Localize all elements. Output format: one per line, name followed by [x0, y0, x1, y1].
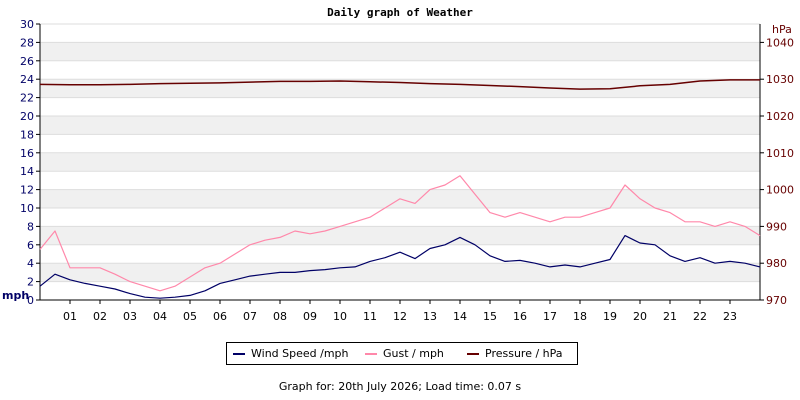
x-tick-label: 10 [333, 310, 347, 323]
x-tick-label: 15 [483, 310, 497, 323]
legend-label-pressure: Pressure / hPa [485, 347, 563, 360]
x-tick-label: 04 [153, 310, 167, 323]
y-left-tick-label: 26 [20, 55, 34, 68]
legend-swatch-wind [233, 353, 245, 355]
legend-item-wind: Wind Speed /mph [233, 347, 349, 361]
x-tick-label: 22 [693, 310, 707, 323]
y-left-tick-label: 22 [20, 92, 34, 105]
y-left-axis-label: mph [2, 289, 29, 302]
x-tick-label: 17 [543, 310, 557, 323]
grid-band [40, 208, 760, 227]
grid-band [40, 116, 760, 135]
x-tick-label: 11 [363, 310, 377, 323]
y-left-tick-label: 14 [20, 165, 34, 178]
footer-status: Graph for: 20th July 2026; Load time: 0.… [278, 380, 522, 393]
grid-band [40, 60, 760, 80]
y-right-tick-label: 980 [766, 257, 787, 270]
grid-band [40, 263, 760, 282]
x-tick-label: 09 [303, 310, 317, 323]
grid-band [40, 152, 760, 172]
y-left-tick-label: 16 [20, 147, 34, 160]
y-left-tick-label: 18 [20, 128, 34, 141]
x-tick-label: 20 [633, 310, 647, 323]
x-tick-label: 16 [513, 310, 527, 323]
series-line-gust [39, 175, 761, 292]
x-tick-label: 08 [273, 310, 287, 323]
grid-band [40, 79, 760, 98]
y-left-tick-label: 2 [27, 276, 34, 289]
y-left-tick-label: 8 [27, 220, 34, 233]
legend-item-gust: Gust / mph [365, 347, 444, 361]
x-tick-label: 19 [603, 310, 617, 323]
legend-label-wind: Wind Speed /mph [251, 347, 349, 360]
y-left-tick-label: 10 [20, 202, 34, 215]
y-left-tick-label: 24 [20, 73, 34, 86]
chart-legend: Wind Speed /mph Gust / mph Pressure / hP… [226, 342, 578, 365]
y-left-tick-label: 4 [27, 257, 34, 270]
legend-label-gust: Gust / mph [383, 347, 444, 360]
y-left-tick-label: 0 [27, 294, 34, 307]
x-tick-label: 07 [243, 310, 257, 323]
grid-band [40, 97, 760, 116]
legend-item-pressure: Pressure / hPa [467, 347, 563, 361]
legend-swatch-pressure [467, 353, 479, 355]
series-line-pressure [39, 79, 760, 90]
y-left-tick-label: 20 [20, 110, 34, 123]
x-tick-label: 02 [93, 310, 107, 323]
x-tick-label: 12 [393, 310, 407, 323]
grid-band [40, 244, 760, 264]
y-right-tick-label: 1020 [766, 110, 794, 123]
y-left-tick-label: 6 [27, 239, 34, 252]
series-line-wind-speed [39, 235, 761, 299]
y-right-tick-label: 1000 [766, 184, 794, 197]
y-right-axis-label: hPa [772, 23, 792, 36]
y-right-tick-label: 1040 [766, 36, 794, 49]
grid-band [40, 134, 760, 153]
x-tick-label: 18 [573, 310, 587, 323]
grid-band [40, 226, 760, 245]
x-tick-label: 23 [723, 310, 737, 323]
y-right-tick-label: 990 [766, 220, 787, 233]
grid-band [40, 171, 760, 190]
x-tick-label: 05 [183, 310, 197, 323]
x-tick-label: 01 [63, 310, 77, 323]
x-tick-label: 06 [213, 310, 227, 323]
y-left-tick-label: 30 [20, 18, 34, 31]
x-tick-label: 21 [663, 310, 677, 323]
x-tick-label: 13 [423, 310, 437, 323]
y-right-tick-label: 970 [766, 294, 787, 307]
legend-swatch-gust [365, 353, 377, 355]
y-right-tick-label: 1030 [766, 73, 794, 86]
x-tick-label: 03 [123, 310, 137, 323]
grid-band [40, 281, 760, 300]
x-tick-label: 14 [453, 310, 467, 323]
y-left-tick-label: 12 [20, 184, 34, 197]
y-right-tick-label: 1010 [766, 147, 794, 160]
chart-title: Daily graph of Weather [327, 6, 473, 19]
y-left-tick-label: 28 [20, 36, 34, 49]
grid-band [40, 42, 760, 61]
grid-band [40, 24, 760, 43]
